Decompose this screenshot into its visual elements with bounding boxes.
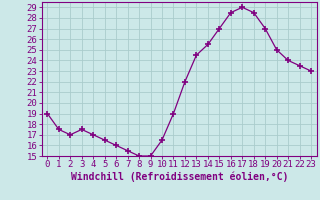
X-axis label: Windchill (Refroidissement éolien,°C): Windchill (Refroidissement éolien,°C): [70, 172, 288, 182]
